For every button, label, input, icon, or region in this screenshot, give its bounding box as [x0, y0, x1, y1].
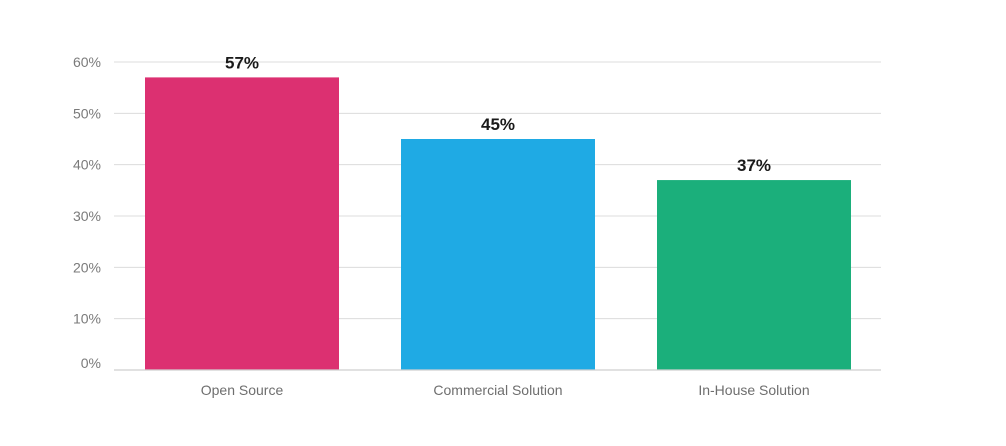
y-tick-label: 60%: [73, 54, 101, 70]
bars: [145, 77, 851, 371]
category-label: Open Source: [201, 382, 284, 398]
y-tick-label: 50%: [73, 105, 101, 121]
y-axis-ticks: 0% 10% 20% 30% 40% 50% 60%: [73, 54, 101, 371]
data-labels: 57% 45% 37%: [225, 53, 771, 175]
category-label: Commercial Solution: [433, 382, 562, 398]
y-tick-label: 0%: [81, 355, 101, 371]
bar: [657, 180, 851, 370]
y-tick-label: 40%: [73, 157, 101, 173]
y-tick-label: 10%: [73, 311, 101, 327]
data-label: 57%: [225, 53, 259, 72]
bar: [145, 77, 339, 371]
y-tick-label: 30%: [73, 208, 101, 224]
data-label: 45%: [481, 115, 515, 134]
data-label: 37%: [737, 156, 771, 175]
y-tick-label: 20%: [73, 259, 101, 275]
bar: [401, 139, 595, 370]
category-label: In-House Solution: [698, 382, 809, 398]
category-labels: Open Source Commercial Solution In-House S…: [201, 382, 810, 398]
